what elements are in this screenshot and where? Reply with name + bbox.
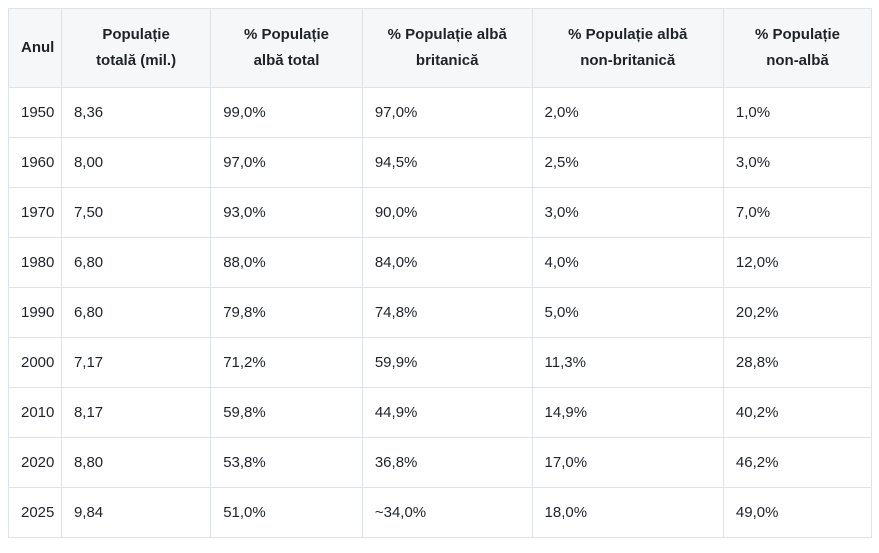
cell-white-non-british: 4,0% — [531, 237, 724, 288]
cell-total-population: 6,80 — [60, 287, 212, 338]
header-total-population: Populație totală (mil.) — [60, 8, 212, 88]
cell-year: 1980 — [8, 237, 62, 288]
cell-white-non-british: 2,0% — [531, 87, 724, 138]
cell-white-british: 84,0% — [361, 237, 533, 288]
table-row: 1950 8,36 99,0% 97,0% 2,0% 1,0% — [8, 87, 873, 138]
cell-non-white: 46,2% — [722, 437, 873, 488]
cell-total-population: 8,00 — [60, 137, 212, 188]
cell-year: 2025 — [8, 487, 62, 538]
table-row: 2020 8,80 53,8% 36,8% 17,0% 46,2% — [8, 437, 873, 488]
header-line: britanică — [415, 52, 479, 69]
cell-total-population: 8,36 — [60, 87, 212, 138]
cell-non-white: 3,0% — [722, 137, 873, 188]
cell-year: 1970 — [8, 187, 62, 238]
cell-white-non-british: 3,0% — [531, 187, 724, 238]
table-row: 1990 6,80 79,8% 74,8% 5,0% 20,2% — [8, 287, 873, 338]
cell-white-non-british: 14,9% — [531, 387, 724, 438]
cell-white-british: 97,0% — [361, 87, 533, 138]
table-row: 2025 9,84 51,0% ~34,0% 18,0% 49,0% — [8, 487, 873, 538]
cell-white-total: 99,0% — [210, 87, 363, 138]
cell-non-white: 7,0% — [722, 187, 873, 238]
cell-white-non-british: 5,0% — [531, 287, 724, 338]
cell-white-british: 74,8% — [361, 287, 533, 338]
header-line: albă total — [253, 52, 320, 69]
cell-total-population: 7,50 — [60, 187, 212, 238]
header-line: % Populație albă — [387, 26, 507, 43]
header-line: % Populație — [244, 26, 330, 43]
header-line: % Populație — [754, 26, 840, 43]
cell-total-population: 8,80 — [60, 437, 212, 488]
cell-white-british: 36,8% — [361, 437, 533, 488]
cell-year: 2020 — [8, 437, 62, 488]
table-row: 2010 8,17 59,8% 44,9% 14,9% 40,2% — [8, 387, 873, 438]
table-row: 2000 7,17 71,2% 59,9% 11,3% 28,8% — [8, 337, 873, 388]
cell-white-total: 51,0% — [210, 487, 363, 538]
cell-white-non-british: 18,0% — [531, 487, 724, 538]
table-body: 1950 8,36 99,0% 97,0% 2,0% 1,0% 1960 8,0… — [8, 87, 873, 538]
cell-non-white: 20,2% — [722, 287, 873, 338]
header-line: non-britanică — [580, 52, 676, 69]
cell-white-british: 90,0% — [361, 187, 533, 238]
cell-non-white: 28,8% — [722, 337, 873, 388]
header-white-british: % Populație albă britanică — [361, 8, 533, 88]
header-line: % Populație albă — [568, 26, 688, 43]
cell-white-total: 79,8% — [210, 287, 363, 338]
table-header: Anul Populație totală (mil.) % Populație… — [8, 8, 873, 88]
header-white-total: % Populație albă total — [210, 8, 363, 88]
cell-year: 1990 — [8, 287, 62, 338]
cell-white-british: 59,9% — [361, 337, 533, 388]
cell-white-non-british: 11,3% — [531, 337, 724, 388]
header-non-white: % Populație non-albă — [722, 8, 873, 88]
cell-total-population: 9,84 — [60, 487, 212, 538]
cell-year: 2000 — [8, 337, 62, 388]
cell-white-non-british: 2,5% — [531, 137, 724, 188]
cell-non-white: 49,0% — [722, 487, 873, 538]
population-table: Anul Populație totală (mil.) % Populație… — [8, 8, 873, 538]
cell-white-british: 44,9% — [361, 387, 533, 438]
cell-white-total: 59,8% — [210, 387, 363, 438]
table-row: 1970 7,50 93,0% 90,0% 3,0% 7,0% — [8, 187, 873, 238]
header-line: Populație — [102, 26, 170, 43]
table-row: 1960 8,00 97,0% 94,5% 2,5% 3,0% — [8, 137, 873, 188]
header-line: Anul — [21, 39, 55, 56]
cell-white-total: 93,0% — [210, 187, 363, 238]
cell-white-total: 97,0% — [210, 137, 363, 188]
cell-white-total: 88,0% — [210, 237, 363, 288]
cell-non-white: 40,2% — [722, 387, 873, 438]
cell-white-british: 94,5% — [361, 137, 533, 188]
cell-year: 1960 — [8, 137, 62, 188]
cell-year: 1950 — [8, 87, 62, 138]
header-year: Anul — [8, 8, 62, 88]
header-line: totală (mil.) — [96, 52, 177, 69]
table-row: 1980 6,80 88,0% 84,0% 4,0% 12,0% — [8, 237, 873, 288]
cell-total-population: 7,17 — [60, 337, 212, 388]
cell-white-total: 71,2% — [210, 337, 363, 388]
cell-year: 2010 — [8, 387, 62, 438]
cell-white-non-british: 17,0% — [531, 437, 724, 488]
header-white-non-british: % Populație albă non-britanică — [531, 8, 724, 88]
header-row: Anul Populație totală (mil.) % Populație… — [8, 8, 873, 88]
cell-total-population: 6,80 — [60, 237, 212, 288]
cell-white-total: 53,8% — [210, 437, 363, 488]
cell-non-white: 12,0% — [722, 237, 873, 288]
cell-white-british: ~34,0% — [361, 487, 533, 538]
header-line: non-albă — [766, 52, 829, 69]
cell-total-population: 8,17 — [60, 387, 212, 438]
cell-non-white: 1,0% — [722, 87, 873, 138]
